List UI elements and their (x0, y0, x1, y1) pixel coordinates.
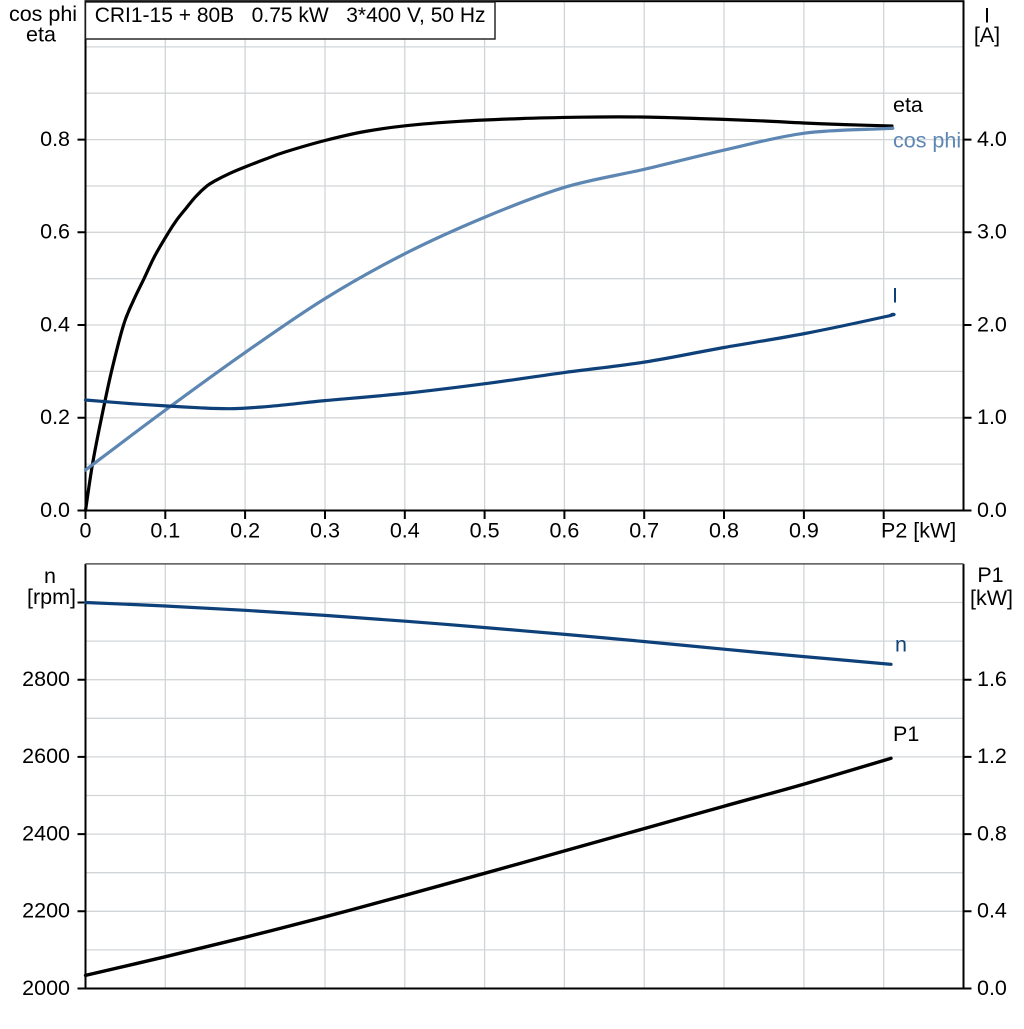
svg-text:0.0: 0.0 (977, 498, 1007, 522)
svg-text:2800: 2800 (22, 667, 70, 691)
svg-text:n: n (44, 564, 56, 588)
svg-text:0: 0 (80, 519, 92, 543)
svg-text:0.4: 0.4 (40, 312, 70, 336)
svg-text:P2 [kW]: P2 [kW] (881, 519, 956, 543)
svg-text:1.6: 1.6 (977, 667, 1007, 691)
svg-text:0.3: 0.3 (310, 519, 340, 543)
svg-text:2600: 2600 (22, 744, 70, 768)
svg-text:0.9: 0.9 (789, 519, 819, 543)
svg-text:3.0: 3.0 (977, 220, 1007, 244)
svg-text:2200: 2200 (22, 899, 70, 923)
svg-text:2.0: 2.0 (977, 312, 1007, 336)
svg-text:[rpm]: [rpm] (27, 585, 76, 609)
svg-text:CRI1-15 + 80B 0.75 kW 3*40: CRI1-15 + 80B 0.75 kW 3*400 V, 50 Hz (95, 4, 486, 27)
svg-text:P1: P1 (977, 563, 1003, 587)
svg-text:0.0: 0.0 (977, 976, 1007, 1000)
svg-text:0.8: 0.8 (977, 821, 1007, 845)
svg-text:0.4: 0.4 (390, 519, 420, 543)
svg-text:I: I (984, 4, 990, 28)
svg-text:4.0: 4.0 (977, 127, 1007, 151)
svg-text:0.5: 0.5 (470, 519, 500, 543)
svg-text:n: n (895, 633, 907, 657)
svg-text:0.2: 0.2 (40, 405, 70, 429)
svg-text:P1: P1 (893, 722, 919, 746)
svg-text:[kW]: [kW] (970, 586, 1013, 610)
svg-text:1.2: 1.2 (977, 744, 1007, 768)
svg-text:cos phi: cos phi (893, 129, 961, 153)
svg-text:I: I (892, 284, 898, 308)
svg-text:2400: 2400 (22, 821, 70, 845)
svg-text:0.1: 0.1 (150, 519, 180, 543)
svg-text:eta: eta (26, 23, 56, 47)
svg-text:0.7: 0.7 (629, 519, 659, 543)
svg-text:0.6: 0.6 (549, 519, 579, 543)
svg-text:0.6: 0.6 (40, 220, 70, 244)
svg-text:eta: eta (893, 93, 923, 117)
svg-text:cos phi: cos phi (9, 2, 77, 26)
svg-text:0.4: 0.4 (977, 899, 1007, 923)
svg-text:[A]: [A] (974, 23, 1000, 47)
svg-text:0.0: 0.0 (40, 498, 70, 522)
svg-text:0.2: 0.2 (230, 519, 260, 543)
svg-text:0.8: 0.8 (40, 127, 70, 151)
svg-text:2000: 2000 (22, 976, 70, 1000)
svg-text:0.8: 0.8 (709, 519, 739, 543)
svg-text:1.0: 1.0 (977, 405, 1007, 429)
